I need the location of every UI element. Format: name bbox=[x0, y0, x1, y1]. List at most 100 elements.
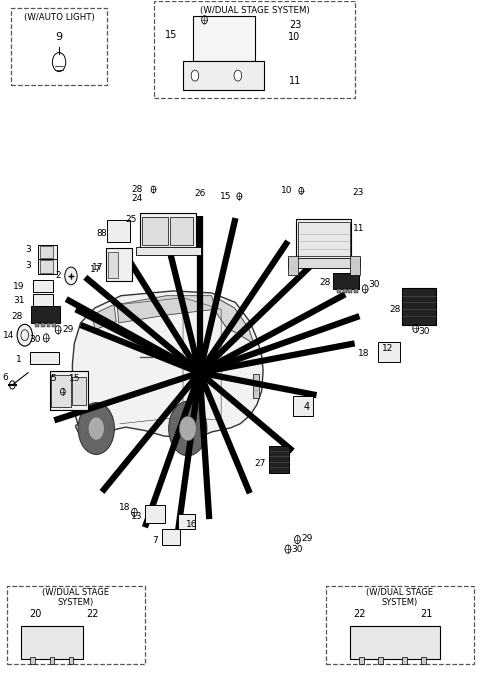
Bar bbox=[402, 657, 407, 663]
Bar bbox=[299, 222, 350, 256]
Text: 30: 30 bbox=[368, 280, 380, 289]
Circle shape bbox=[78, 403, 114, 454]
Text: 10: 10 bbox=[288, 32, 300, 42]
Bar bbox=[37, 245, 57, 259]
Text: 15: 15 bbox=[220, 192, 232, 200]
Text: 14: 14 bbox=[3, 330, 14, 340]
Circle shape bbox=[88, 417, 105, 440]
Bar bbox=[140, 213, 196, 248]
Bar bbox=[106, 248, 132, 280]
Text: (W/DUAL STAGE SYSTEM): (W/DUAL STAGE SYSTEM) bbox=[200, 5, 310, 15]
Text: 8: 8 bbox=[100, 228, 106, 237]
Bar bbox=[31, 306, 60, 323]
Text: 29: 29 bbox=[62, 325, 73, 334]
Text: 10: 10 bbox=[281, 186, 293, 195]
Text: 23: 23 bbox=[353, 187, 364, 196]
Circle shape bbox=[169, 402, 207, 456]
Bar bbox=[253, 374, 259, 398]
Bar bbox=[51, 375, 71, 408]
Text: 18: 18 bbox=[359, 349, 370, 358]
Bar bbox=[72, 378, 86, 405]
Text: 22: 22 bbox=[353, 609, 366, 620]
Text: 11: 11 bbox=[289, 76, 301, 86]
Bar bbox=[379, 657, 383, 663]
Text: 20: 20 bbox=[29, 609, 41, 620]
Bar bbox=[170, 217, 193, 246]
Text: 12: 12 bbox=[383, 344, 394, 354]
FancyBboxPatch shape bbox=[155, 1, 355, 98]
Bar bbox=[40, 246, 53, 258]
Circle shape bbox=[191, 70, 199, 81]
Text: 30: 30 bbox=[292, 544, 303, 553]
Text: 28: 28 bbox=[131, 185, 143, 194]
Text: 30: 30 bbox=[29, 334, 41, 344]
Text: (W/AUTO LIGHT): (W/AUTO LIGHT) bbox=[24, 13, 95, 23]
Bar bbox=[162, 529, 180, 545]
Bar bbox=[297, 220, 351, 259]
Text: 18: 18 bbox=[119, 503, 131, 512]
Text: 26: 26 bbox=[194, 189, 205, 198]
Text: 28: 28 bbox=[319, 278, 331, 287]
Bar bbox=[49, 371, 88, 410]
Bar bbox=[421, 657, 426, 663]
Circle shape bbox=[234, 70, 241, 81]
Bar bbox=[178, 514, 195, 529]
Bar bbox=[107, 220, 130, 242]
Text: 3: 3 bbox=[25, 261, 31, 269]
FancyBboxPatch shape bbox=[7, 586, 145, 664]
FancyBboxPatch shape bbox=[326, 586, 474, 664]
Text: 13: 13 bbox=[131, 512, 143, 521]
Text: 17: 17 bbox=[92, 263, 103, 272]
Polygon shape bbox=[117, 295, 216, 323]
Text: 23: 23 bbox=[289, 20, 301, 29]
Text: 7: 7 bbox=[152, 536, 158, 545]
Bar bbox=[288, 258, 360, 268]
Bar bbox=[136, 247, 201, 255]
Text: 2: 2 bbox=[55, 271, 61, 280]
Bar bbox=[142, 217, 168, 246]
FancyBboxPatch shape bbox=[12, 8, 107, 86]
Text: 15: 15 bbox=[165, 31, 177, 40]
Text: 4: 4 bbox=[304, 402, 310, 412]
Bar bbox=[378, 342, 400, 363]
Bar bbox=[33, 280, 53, 292]
Text: 19: 19 bbox=[13, 282, 24, 291]
Bar bbox=[354, 289, 358, 293]
Bar bbox=[40, 260, 53, 272]
Bar bbox=[183, 62, 264, 90]
Polygon shape bbox=[93, 304, 116, 330]
Circle shape bbox=[179, 417, 196, 440]
Bar bbox=[33, 293, 53, 306]
Text: 31: 31 bbox=[13, 296, 24, 305]
Bar bbox=[30, 352, 59, 365]
Bar bbox=[333, 272, 360, 289]
Bar bbox=[35, 323, 39, 327]
Bar bbox=[402, 287, 436, 325]
Bar bbox=[288, 256, 299, 275]
Text: 27: 27 bbox=[254, 459, 265, 468]
Bar bbox=[21, 626, 83, 659]
Text: 17: 17 bbox=[90, 265, 101, 274]
Text: 21: 21 bbox=[420, 609, 432, 620]
Polygon shape bbox=[72, 291, 263, 437]
Bar bbox=[337, 289, 341, 293]
Bar bbox=[49, 657, 54, 663]
Bar bbox=[52, 323, 56, 327]
Bar bbox=[348, 289, 352, 293]
Bar bbox=[360, 657, 364, 663]
Text: 24: 24 bbox=[131, 194, 143, 203]
Text: 30: 30 bbox=[418, 326, 430, 336]
Text: 8: 8 bbox=[96, 228, 102, 237]
Bar bbox=[30, 657, 35, 663]
Bar bbox=[350, 256, 360, 275]
Text: 28: 28 bbox=[389, 305, 400, 314]
Bar bbox=[269, 445, 289, 473]
Bar bbox=[350, 626, 441, 659]
Circle shape bbox=[17, 324, 32, 346]
Bar bbox=[108, 252, 118, 278]
Text: 9: 9 bbox=[56, 32, 63, 42]
Text: 1: 1 bbox=[16, 355, 22, 364]
Circle shape bbox=[65, 267, 77, 285]
Text: 5: 5 bbox=[50, 374, 56, 383]
Text: 6: 6 bbox=[2, 373, 8, 382]
